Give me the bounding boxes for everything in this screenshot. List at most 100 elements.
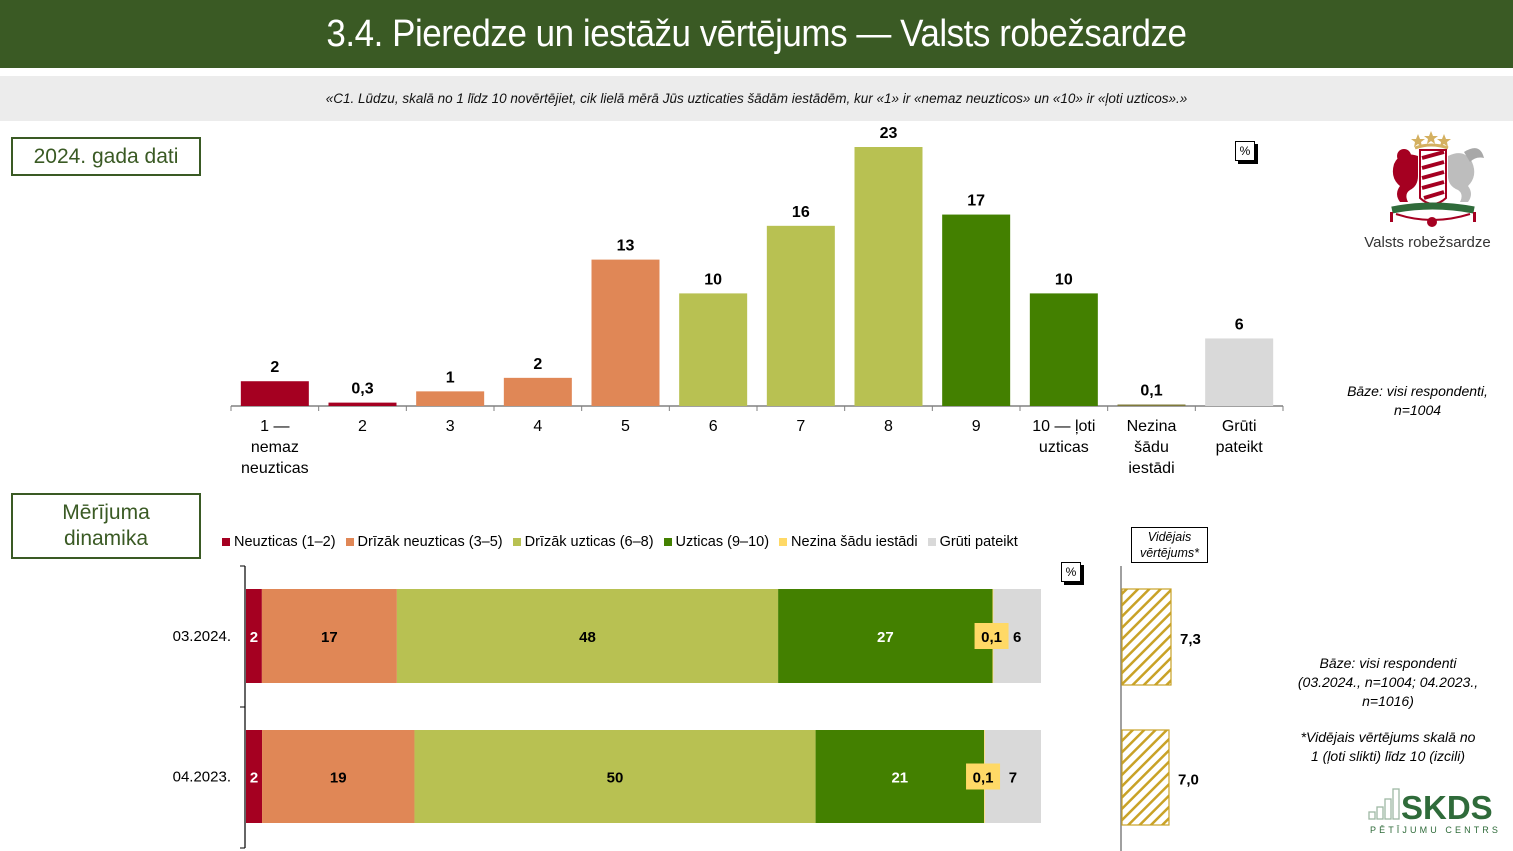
x-tick-label: Grūti xyxy=(1222,418,1257,435)
section-label-dynamics: Mērījuma dinamika xyxy=(11,493,201,559)
legend-swatch xyxy=(927,538,936,546)
skds-logo: SKDS PĒTĪJUMU CENTRS xyxy=(1368,785,1498,837)
dynamics-stacked-bar-chart: 03.2024. 2 17 48 27 0,1 6 04.2023. 2 19 50 21 0,1 7 7,… xyxy=(173,565,1201,851)
mean-header-line1: Vidējais xyxy=(1147,530,1192,544)
data-label: 23 xyxy=(880,125,898,142)
page-title: 3.4. Pieredze un iestāžu vērtējums — Val… xyxy=(326,12,1187,55)
data-label: 0,1 xyxy=(973,770,994,787)
x-tick-label: neuzticas xyxy=(241,460,309,477)
legend-item: Drīzāk neuzticas (3–5) xyxy=(345,534,503,550)
footnote-line: *Vidējais vērtējums skalā no xyxy=(1300,729,1476,745)
x-tick-label: 1 — xyxy=(260,418,289,435)
data-label: 2 xyxy=(270,359,279,376)
x-tick-label: 2 xyxy=(358,418,367,435)
bar-chart-logo-icon xyxy=(1368,788,1400,820)
legend-item: Grūti pateikt xyxy=(927,534,1018,550)
x-tick-label: 3 xyxy=(446,418,455,435)
data-label-background xyxy=(966,763,1001,790)
stacked-segment xyxy=(246,730,263,823)
data-label: 2 xyxy=(533,356,542,373)
bar xyxy=(854,147,923,406)
footnote-line: 1 (ļoti slikti) līdz 10 (izcili) xyxy=(1310,748,1466,764)
mean-bar xyxy=(1121,729,1170,826)
x-tick-label: 10 — ļoti xyxy=(1032,418,1095,435)
title-bar: 3.4. Pieredze un iestāžu vērtējums — Val… xyxy=(0,0,1513,68)
row-label: 03.2024. xyxy=(173,628,231,645)
question-bar: «C1. Lūdzu, skalā no 1 līdz 10 novērtēji… xyxy=(0,76,1513,121)
legend-label: Grūti pateikt xyxy=(939,534,1018,550)
data-label: 10 xyxy=(1055,271,1073,288)
base-note-line: n=1004 xyxy=(1393,402,1442,418)
mean-rating-header: Vidējais vērtējums* xyxy=(1131,527,1208,563)
bar xyxy=(679,293,748,406)
percent-unit-badge: % xyxy=(1061,562,1081,582)
stacked-segment xyxy=(778,589,993,683)
data-label: 2 xyxy=(250,629,258,646)
logo-caption: Valsts robežsardze xyxy=(1364,234,1491,251)
x-tick-label: nemaz xyxy=(251,439,299,456)
data-label: 50 xyxy=(607,770,624,787)
x-tick-label: 5 xyxy=(621,418,630,435)
bar xyxy=(1029,293,1098,406)
x-tick-label: šādu xyxy=(1134,439,1169,456)
legend-label: Drīzāk neuzticas (3–5) xyxy=(357,534,503,550)
base-note-line: Bāze: visi respondenti, xyxy=(1347,383,1488,399)
x-tick-label: pateikt xyxy=(1216,439,1264,456)
data-label: 17 xyxy=(967,193,985,210)
data-label: 6 xyxy=(1013,629,1021,646)
x-tick-label: 7 xyxy=(796,418,805,435)
mean-label: 7,0 xyxy=(1178,772,1199,789)
data-label: 17 xyxy=(321,629,338,646)
base-note-line: (03.2024., n=1004; 04.2023., xyxy=(1297,674,1479,690)
legend-item: Neuzticas (1–2) xyxy=(222,534,336,550)
x-tick-label: 6 xyxy=(709,418,718,435)
bar xyxy=(416,391,485,406)
stacked-segment xyxy=(246,589,262,683)
bar xyxy=(766,225,835,406)
legend-swatch xyxy=(512,538,521,546)
legend-swatch xyxy=(779,538,788,546)
mean-bar xyxy=(1121,588,1172,686)
data-label: 13 xyxy=(617,238,635,255)
legend-swatch xyxy=(663,538,672,546)
x-tick-label: 8 xyxy=(884,418,893,435)
data-label: 19 xyxy=(330,770,347,787)
data-label-background xyxy=(974,623,1009,649)
stacked-segment xyxy=(396,589,779,683)
x-tick-label: 9 xyxy=(972,418,981,435)
chart-legend: Neuzticas (1–2) Drīzāk neuzticas (3–5) Drī… xyxy=(222,534,1018,550)
x-tick-label: uzticas xyxy=(1039,439,1089,456)
data-label: 48 xyxy=(579,629,596,646)
legend-item: Drīzāk uzticas (6–8) xyxy=(512,534,654,550)
bar xyxy=(591,259,660,406)
mean-header-line2: vērtējums* xyxy=(1139,546,1200,560)
base-note-line: n=1016) xyxy=(1362,693,1414,709)
brand-subtitle: PĒTĪJUMU CENTRS xyxy=(1370,825,1498,835)
data-label: 2 xyxy=(250,770,258,787)
data-label: 1 xyxy=(446,369,455,386)
legend-label: Neuzticas (1–2) xyxy=(234,534,336,550)
data-label: 0,3 xyxy=(351,381,373,398)
brand-name: SKDS xyxy=(1401,789,1493,826)
base-note-top: Bāze: visi respondenti, n=1004 xyxy=(1325,382,1510,420)
base-note-bottom: Bāze: visi respondenti (03.2024., n=1004… xyxy=(1268,654,1508,766)
bar xyxy=(1205,338,1274,406)
legend-label: Uzticas (9–10) xyxy=(675,534,770,550)
section-label-text: 2024. gada dati xyxy=(33,144,179,168)
row-label: 04.2023. xyxy=(173,769,231,786)
bar xyxy=(1117,404,1186,406)
bar xyxy=(942,214,1011,406)
base-note-line: Bāze: visi respondenti xyxy=(1319,655,1457,671)
stacked-segment xyxy=(815,730,985,823)
data-label: 21 xyxy=(891,770,908,787)
legend-swatch xyxy=(222,538,230,546)
data-label: 7 xyxy=(1009,770,1017,787)
mean-label: 7,3 xyxy=(1180,631,1201,648)
stacked-segment xyxy=(261,589,397,683)
section-label-2024-data: 2024. gada dati xyxy=(11,137,201,176)
bar xyxy=(503,377,572,406)
data-label: 0,1 xyxy=(1140,383,1162,400)
stacked-segment xyxy=(414,730,816,823)
legend-label: Nezina šādu iestādi xyxy=(791,534,918,550)
distribution-bar-chart: 21 —nemazneuzticas0,32132413510616723817… xyxy=(230,125,1284,477)
